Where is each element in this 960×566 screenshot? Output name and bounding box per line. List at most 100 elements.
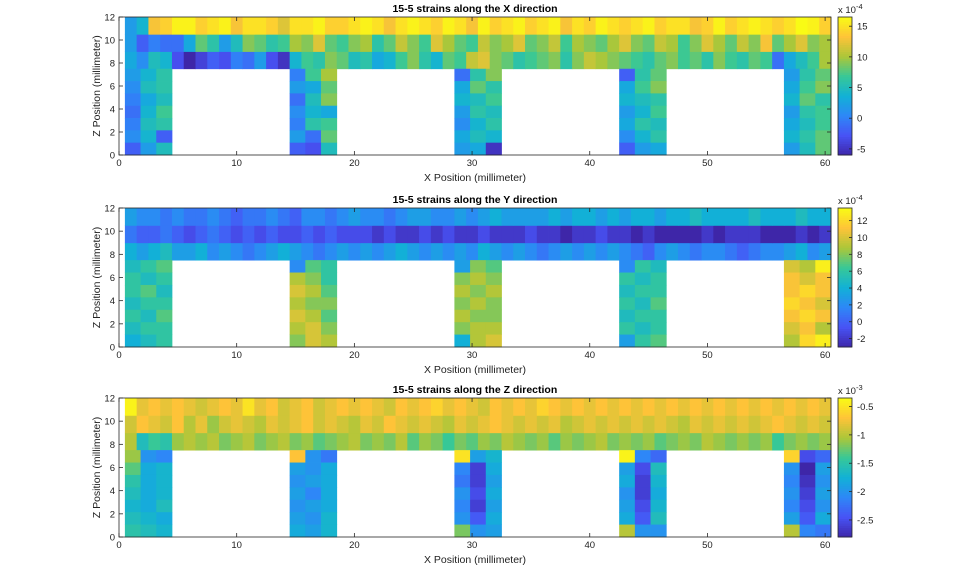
x-tick-label: 10 bbox=[231, 158, 242, 169]
heatmap-cell bbox=[713, 398, 726, 416]
heatmap-cell bbox=[430, 34, 444, 52]
heatmap-cell bbox=[630, 34, 644, 52]
colorbar-segment bbox=[838, 398, 852, 401]
heatmap-cell bbox=[160, 225, 173, 244]
heatmap-cell bbox=[321, 322, 338, 335]
colorbar-segment bbox=[838, 474, 852, 478]
heatmap-cell bbox=[289, 322, 306, 335]
heatmap-cell bbox=[442, 225, 455, 244]
heatmap-cell bbox=[305, 462, 322, 476]
heatmap-cell bbox=[650, 512, 667, 525]
colorbar-segment bbox=[838, 104, 852, 108]
heatmap-cell bbox=[395, 208, 408, 226]
colorbar-segment bbox=[838, 152, 852, 156]
heatmap-cell bbox=[124, 242, 138, 261]
colorbar-segment bbox=[838, 265, 852, 269]
heatmap-cell bbox=[713, 415, 726, 434]
colorbar-tick-label: -1.5 bbox=[857, 459, 873, 470]
heatmap-cell bbox=[783, 450, 801, 463]
heatmap-cell bbox=[419, 17, 432, 35]
heatmap-cell bbox=[513, 242, 526, 261]
heatmap-cell bbox=[454, 415, 467, 434]
heatmap-cell bbox=[321, 512, 338, 525]
colorbar-segment bbox=[838, 143, 852, 147]
colorbar-segment bbox=[838, 28, 852, 32]
colorbar-segment bbox=[838, 254, 852, 258]
colorbar-segment bbox=[838, 312, 852, 316]
heatmap-cell bbox=[254, 398, 267, 416]
heatmap-cell bbox=[277, 17, 291, 35]
heatmap-cell bbox=[442, 432, 455, 451]
heatmap-cell bbox=[654, 432, 667, 451]
heatmap-cell bbox=[513, 415, 526, 434]
heatmap-cell bbox=[760, 225, 773, 244]
heatmap-cell bbox=[321, 499, 338, 513]
heatmap-cell bbox=[148, 415, 161, 434]
heatmap-cell bbox=[583, 432, 597, 451]
heatmap-cell bbox=[160, 51, 173, 70]
heatmap-cell bbox=[466, 17, 479, 35]
y-tick-label: 10 bbox=[104, 417, 115, 428]
heatmap-cell bbox=[619, 499, 636, 513]
heatmap-cell bbox=[799, 93, 816, 107]
heatmap-cell bbox=[536, 208, 549, 226]
colorbar-segment bbox=[838, 42, 852, 46]
heatmap-cell bbox=[642, 34, 655, 52]
colorbar-segment bbox=[838, 148, 852, 151]
heatmap-cell bbox=[525, 17, 538, 35]
heatmap-cell bbox=[619, 334, 636, 348]
heatmap-cell bbox=[266, 242, 279, 261]
heatmap-cell bbox=[470, 524, 487, 538]
heatmap-cell bbox=[799, 450, 816, 463]
colorbar-segment bbox=[838, 252, 852, 255]
heatmap-cell bbox=[395, 17, 408, 35]
colorbar-segment bbox=[838, 490, 852, 494]
heatmap-cell bbox=[678, 208, 691, 226]
heatmap-cell bbox=[634, 474, 651, 488]
colorbar-segment bbox=[838, 302, 852, 306]
heatmap-cell bbox=[321, 524, 338, 538]
heatmap-cell bbox=[485, 81, 502, 94]
heatmap-cell bbox=[395, 398, 408, 416]
colorbar-segment bbox=[838, 17, 852, 20]
heatmap-cell bbox=[815, 334, 832, 348]
heatmap-cell bbox=[321, 487, 338, 501]
heatmap-cell bbox=[666, 398, 679, 416]
heatmap-cell bbox=[783, 272, 801, 286]
colorbar-tick-label: 12 bbox=[857, 216, 868, 227]
heatmap-cell bbox=[485, 118, 502, 131]
heatmap-cell bbox=[666, 34, 679, 52]
heatmap-cell bbox=[485, 142, 502, 156]
heatmap-cell bbox=[489, 242, 502, 261]
heatmap-cell bbox=[760, 432, 773, 451]
heatmap-cell bbox=[560, 17, 573, 35]
heatmap-cell bbox=[525, 242, 538, 261]
heatmap-cell bbox=[725, 432, 738, 451]
heatmap-cell bbox=[124, 297, 141, 311]
heatmap-cell bbox=[783, 499, 801, 513]
heatmap-cell bbox=[160, 432, 173, 451]
heatmap-cell bbox=[156, 81, 173, 94]
y-tick-label: 8 bbox=[110, 440, 115, 451]
colorbar-segment bbox=[838, 437, 852, 441]
heatmap-cell bbox=[156, 474, 173, 488]
heatmap-cell bbox=[395, 34, 408, 52]
heatmap-cell bbox=[156, 309, 173, 323]
heatmap-cell bbox=[701, 432, 714, 451]
colorbar-frame bbox=[837, 207, 853, 348]
x-tick-label: 20 bbox=[349, 350, 360, 361]
heatmap-cell bbox=[442, 208, 455, 226]
heatmap-cell bbox=[419, 208, 432, 226]
heatmap-cell bbox=[383, 208, 396, 226]
heatmap-cell bbox=[372, 398, 385, 416]
y-tick-label: 4 bbox=[110, 105, 115, 116]
colorbar-segment bbox=[838, 95, 852, 98]
heatmap-cell bbox=[654, 208, 667, 226]
colorbar-segment bbox=[838, 51, 852, 55]
heatmap-cell bbox=[454, 260, 471, 273]
heatmap-cell bbox=[454, 309, 471, 323]
heatmap-cell bbox=[650, 105, 667, 119]
heatmap-cell bbox=[348, 225, 361, 244]
heatmap-cell bbox=[419, 432, 432, 451]
colorbar-segment bbox=[838, 488, 852, 492]
